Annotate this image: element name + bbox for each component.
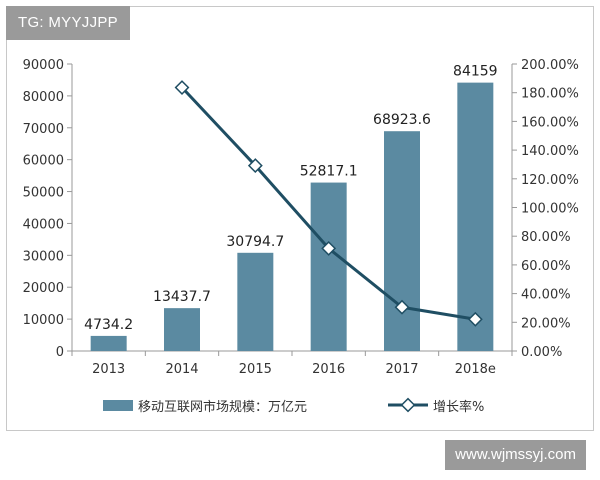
- line-point: [174, 80, 190, 95]
- bar-data-label: 52817.1: [300, 164, 358, 180]
- line-series: [174, 80, 483, 327]
- line-point: [467, 311, 483, 327]
- bar: [90, 335, 127, 351]
- chart: 0 10000 20000 30000 40000 50000 60000 70000 8000…: [23, 58, 579, 415]
- bar: [164, 308, 200, 351]
- x-tick-label: 2017: [385, 362, 418, 377]
- line-point: [247, 158, 263, 174]
- y-left-tick-label: 70000: [23, 122, 64, 137]
- y-left-tick-label: 60000: [23, 154, 64, 169]
- y-right-tick-label: 200.00%: [521, 58, 579, 73]
- legend-bar-label: 移动互联网市场规模：万亿元: [138, 399, 307, 415]
- line-point: [321, 240, 337, 256]
- y-left-tick-label: 40000: [23, 217, 64, 232]
- y-right-tick-label: 100.00%: [521, 202, 579, 217]
- legend-line-label: 增长率%: [433, 399, 484, 415]
- y-right-tick-label: 40.00%: [521, 288, 571, 303]
- y-right-tick-label: 60.00%: [521, 259, 571, 274]
- legend: 移动互联网市场规模：万亿元 增长率%: [103, 397, 484, 415]
- watermark-site: www.wjmssyj.com: [445, 440, 586, 470]
- bar-data-labels: 4734.2 13437.7 30794.7 52817.1 68923.6 84159: [84, 64, 497, 333]
- y-right-tick-label: 80.00%: [521, 230, 571, 245]
- y-right-tick-label: 120.00%: [521, 173, 579, 188]
- y-left-tick-label: 30000: [23, 249, 64, 264]
- bar-data-label: 30794.7: [226, 234, 284, 250]
- x-tick-label: 2013: [92, 362, 125, 377]
- x-tick-label: 2014: [165, 362, 198, 377]
- y-left-tick-label: 80000: [23, 90, 64, 105]
- y-left-tick-label: 50000: [23, 186, 64, 201]
- line-point: [394, 299, 410, 315]
- bar-data-label: 4734.2: [84, 317, 133, 333]
- legend-bar-swatch: [103, 400, 133, 411]
- chart-frame: 0 10000 20000 30000 40000 50000 60000 70000 8000…: [6, 6, 594, 431]
- bar-data-label: 84159: [453, 64, 498, 80]
- bar-data-label: 13437.7: [153, 289, 211, 305]
- y-left-tick-label: 20000: [23, 281, 64, 296]
- legend-line-marker: [400, 397, 416, 413]
- watermark-tag: TG: MYYJJPP: [6, 6, 130, 40]
- bar: [457, 82, 494, 352]
- axes: 0 10000 20000 30000 40000 50000 60000 70000 8000…: [23, 58, 579, 377]
- x-tick-label: 2015: [239, 362, 272, 377]
- y-right-tick-label: 20.00%: [521, 316, 571, 331]
- bar: [237, 252, 274, 351]
- bar: [310, 182, 347, 351]
- y-right-tick-label: 140.00%: [521, 144, 579, 159]
- y-right-tick-label: 0.00%: [521, 345, 562, 360]
- x-tick-label: 2018e: [455, 362, 496, 377]
- y-left-tick-label: 0: [56, 345, 64, 360]
- y-left-tick-label: 90000: [23, 58, 64, 73]
- bar: [384, 131, 420, 351]
- y-right-tick-label: 160.00%: [521, 115, 579, 130]
- y-right-tick-label: 180.00%: [521, 87, 579, 102]
- x-tick-label: 2016: [312, 362, 345, 377]
- bar-series: [90, 82, 494, 352]
- bar-data-label: 68923.6: [373, 112, 431, 128]
- y-left-tick-label: 10000: [23, 313, 64, 328]
